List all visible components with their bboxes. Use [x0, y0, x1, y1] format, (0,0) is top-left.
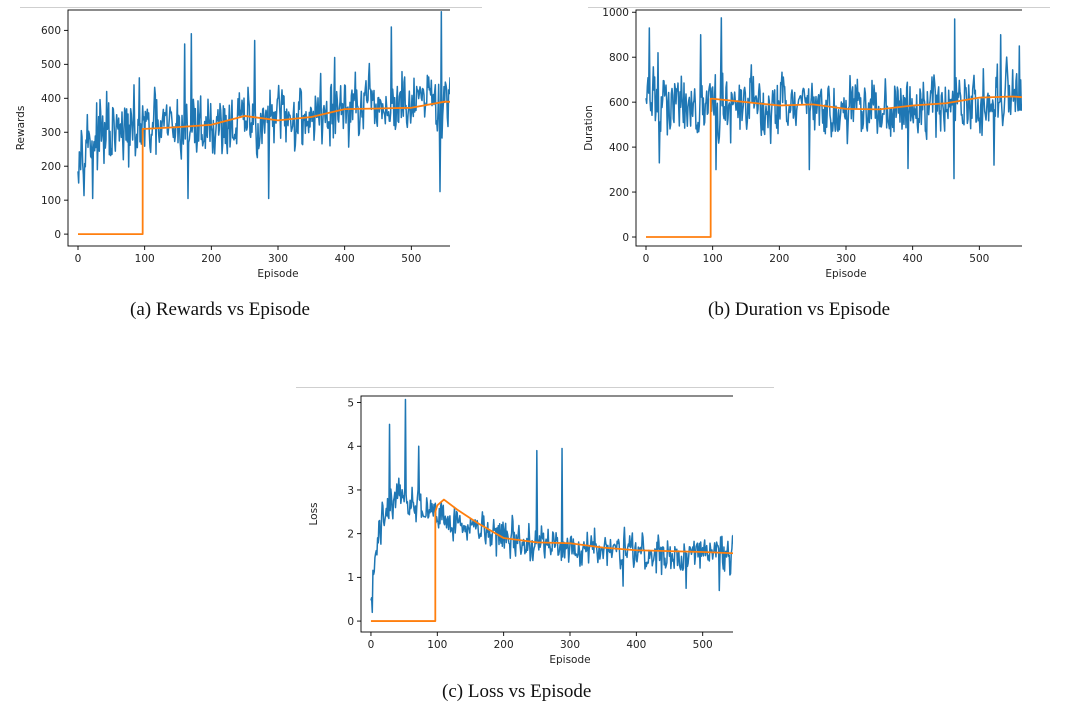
moving-average-line: [646, 95, 1022, 238]
x-tick-label: 400: [903, 253, 923, 265]
x-axis-label: Episode: [549, 654, 590, 666]
y-tick-label: 3: [347, 485, 354, 497]
y-tick-label: 100: [41, 195, 61, 207]
x-tick-label: 500: [401, 253, 421, 265]
x-tick-label: 200: [769, 253, 789, 265]
y-tick-label: 600: [41, 25, 61, 37]
y-tick-label: 0: [347, 616, 354, 628]
x-tick-label: 500: [969, 253, 989, 265]
raw-series-line: [645, 17, 1022, 180]
moving-average-line: [78, 100, 450, 236]
y-tick-label: 5: [347, 397, 354, 409]
y-tick-label: 200: [41, 161, 61, 173]
x-tick-label: 100: [427, 639, 447, 651]
x-tick-label: 300: [836, 253, 856, 265]
caption-duration: (b) Duration vs Episode: [708, 299, 891, 320]
y-axis-label: Duration: [583, 105, 595, 151]
y-tick-label: 0: [54, 229, 61, 241]
x-tick-label: 100: [703, 253, 723, 265]
x-axis-label: Episode: [257, 268, 298, 280]
y-tick-label: 1: [347, 572, 354, 584]
raw-series-line: [77, 10, 450, 200]
y-tick-label: 400: [41, 93, 61, 105]
top-rule-right: [588, 7, 1050, 8]
x-tick-label: 500: [693, 639, 713, 651]
y-tick-label: 200: [609, 187, 629, 199]
loss-chart: 0100200300400500600012345EpisodeLoss: [308, 395, 733, 666]
caption-loss: (c) Loss vs Episode: [442, 681, 592, 702]
x-tick-label: 300: [268, 253, 288, 265]
y-tick-label: 2: [347, 528, 354, 540]
y-tick-label: 500: [41, 59, 61, 71]
rewards-chart: 01002003004005006000100200300400500600Ep…: [15, 9, 450, 280]
top-rule-left: [20, 7, 482, 8]
x-tick-label: 0: [643, 253, 650, 265]
x-axis-label: Episode: [825, 268, 866, 280]
caption-rewards: (a) Rewards vs Episode: [130, 299, 310, 320]
y-tick-label: 800: [609, 52, 629, 64]
moving-average-line: [370, 498, 733, 622]
x-tick-label: 100: [135, 253, 155, 265]
middle-rule: [296, 387, 774, 388]
x-tick-label: 300: [560, 639, 580, 651]
x-tick-label: 200: [201, 253, 221, 265]
duration-chart: 010020030040050060002004006008001000Epis…: [583, 8, 1022, 280]
x-tick-label: 400: [335, 253, 355, 265]
y-tick-label: 0: [622, 232, 629, 244]
y-tick-label: 4: [347, 441, 354, 453]
y-tick-label: 1000: [602, 8, 629, 19]
x-tick-label: 0: [75, 253, 82, 265]
x-tick-label: 0: [368, 639, 375, 651]
x-tick-label: 400: [626, 639, 646, 651]
y-tick-label: 600: [609, 97, 629, 109]
y-tick-label: 300: [41, 127, 61, 139]
y-tick-label: 400: [609, 142, 629, 154]
raw-series-line: [370, 398, 733, 614]
y-axis-label: Rewards: [15, 106, 27, 151]
x-tick-label: 200: [494, 639, 514, 651]
plot-frame: [635, 9, 1022, 247]
y-axis-label: Loss: [308, 502, 320, 525]
